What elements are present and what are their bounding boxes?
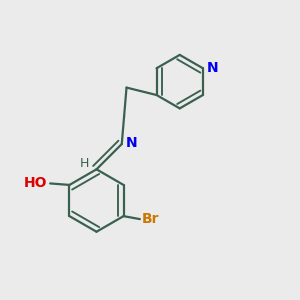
Text: N: N (125, 136, 137, 151)
Text: H: H (79, 158, 89, 170)
Text: HO: HO (24, 176, 47, 190)
Text: Br: Br (141, 212, 159, 226)
Text: N: N (206, 61, 218, 75)
